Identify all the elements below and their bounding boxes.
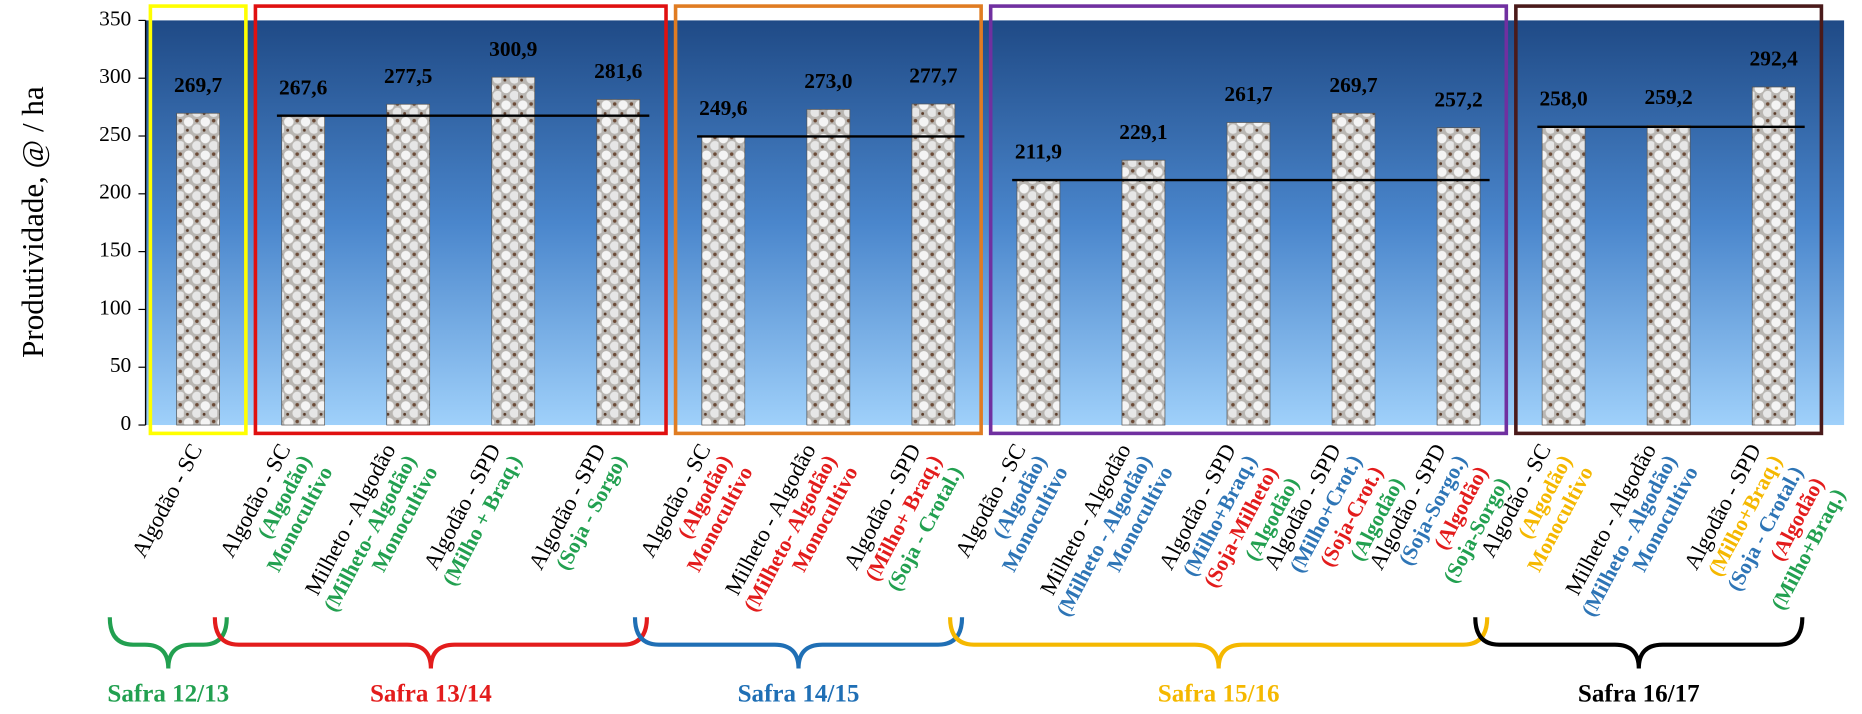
group-label: Safra 15/16 <box>1158 681 1280 708</box>
bar <box>596 99 641 426</box>
value-label: 269,7 <box>174 73 223 97</box>
category-label: Algodão - SPD(Milho + Braq.) <box>418 440 526 590</box>
value-label: 267,6 <box>279 75 328 99</box>
brace <box>107 617 229 669</box>
bar <box>806 109 851 426</box>
bar <box>701 136 746 426</box>
y-tick-label: 200 <box>99 180 131 204</box>
category-main: Algodão - SC <box>127 440 208 562</box>
value-label: 261,7 <box>1224 82 1273 106</box>
bar <box>386 103 431 426</box>
value-label: 259,2 <box>1644 85 1692 109</box>
y-tick-label: 150 <box>99 238 131 262</box>
value-label: 229,1 <box>1119 120 1167 144</box>
bar <box>491 76 536 426</box>
y-tick-label: 350 <box>99 6 131 30</box>
bar <box>1016 179 1061 426</box>
value-label: 292,4 <box>1750 47 1799 71</box>
bar <box>1331 112 1376 426</box>
group-box <box>1514 4 1824 436</box>
brace <box>948 617 1490 669</box>
y-tick-label: 100 <box>99 295 131 319</box>
value-label: 277,5 <box>384 64 432 88</box>
bar <box>1646 125 1691 426</box>
category-label: Algodão - SPD(Milho+Braq.)(Soja - Crotal… <box>1679 440 1850 614</box>
group-box <box>253 4 668 436</box>
bar <box>1436 127 1481 426</box>
category-label: Algodão - SC <box>127 440 208 562</box>
value-label: 258,0 <box>1539 86 1587 110</box>
group-label: Safra 12/13 <box>107 681 229 708</box>
bar <box>1541 126 1586 426</box>
bar <box>1226 122 1271 426</box>
bar <box>1121 159 1166 426</box>
value-label: 281,6 <box>594 59 643 83</box>
category-label: Algodão - SPD(Soja - Sorgo) <box>523 440 631 574</box>
brace <box>1473 617 1805 669</box>
category-label: Algodão - SPD(Milho+ Braq.)(Soja - Crota… <box>839 440 968 595</box>
y-axis-title: Produtividade, @ / ha <box>15 86 50 358</box>
brace <box>212 617 650 669</box>
brace <box>632 617 965 669</box>
y-tick-label: 0 <box>121 411 132 435</box>
value-label: 257,2 <box>1434 87 1482 111</box>
group-label: Safra 16/17 <box>1578 681 1700 708</box>
value-label: 277,7 <box>909 64 958 88</box>
group-label: Safra 14/15 <box>738 681 860 708</box>
bar <box>176 112 220 426</box>
category-label: Milheto - Algodão(Milheto - Algodão)Mono… <box>1035 440 1178 621</box>
group-box <box>673 4 983 436</box>
bar <box>911 103 956 426</box>
value-label: 269,7 <box>1329 73 1378 97</box>
y-tick-label: 300 <box>99 64 131 88</box>
y-tick-label: 50 <box>110 353 131 377</box>
y-tick-label: 250 <box>99 122 131 146</box>
group-box <box>988 4 1509 436</box>
value-label: 300,9 <box>489 37 537 61</box>
value-label: 249,6 <box>699 96 748 120</box>
value-label: 211,9 <box>1015 140 1062 164</box>
value-label: 273,0 <box>804 69 852 93</box>
group-label: Safra 13/14 <box>370 681 492 708</box>
group-box <box>148 4 248 436</box>
bar <box>1751 86 1796 426</box>
bar <box>281 115 326 426</box>
